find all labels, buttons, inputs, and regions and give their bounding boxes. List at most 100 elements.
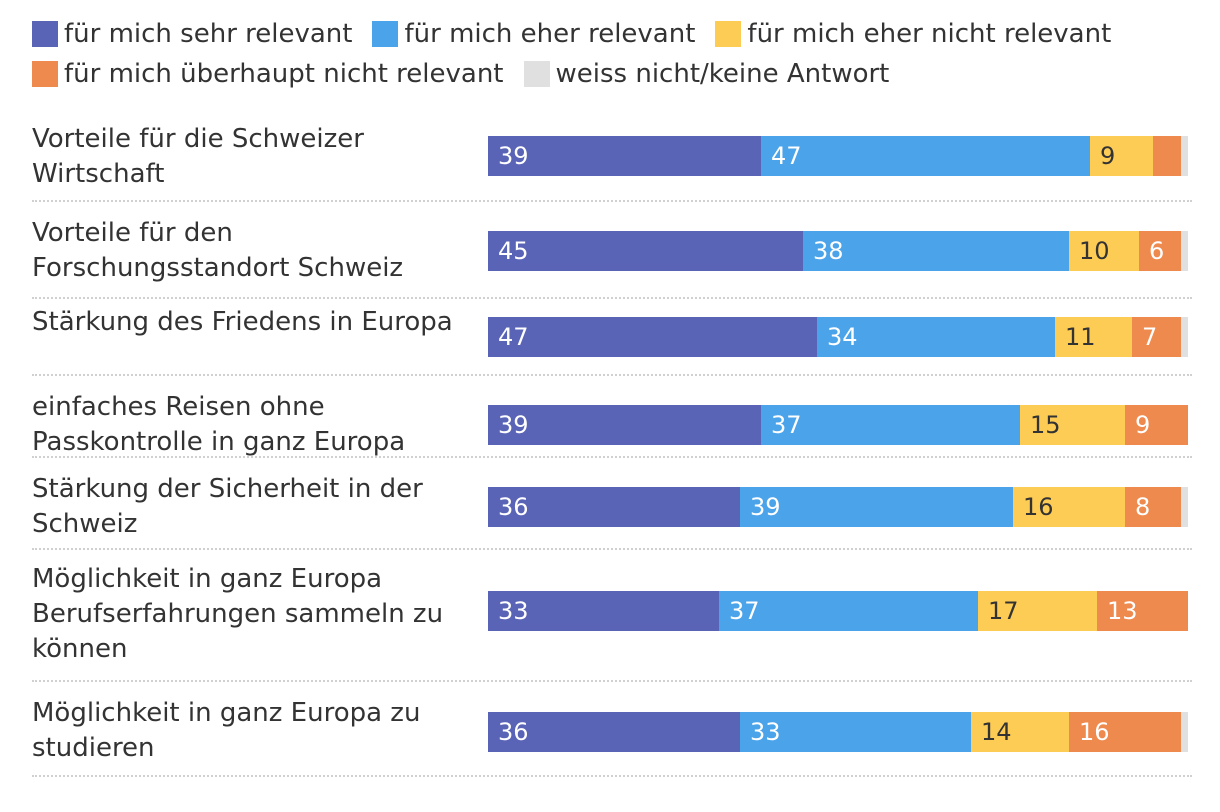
chart-row: Stärkung des Friedens in Europa 47 34 11 7: [32, 299, 1192, 376]
legend-item: für mich überhaupt nicht relevant: [32, 59, 504, 89]
stacked-bar: 39 47 9: [488, 136, 1188, 176]
data-label: 6: [1149, 237, 1165, 265]
data-label: 9: [1135, 411, 1151, 439]
legend-item: für mich eher relevant: [372, 19, 695, 49]
bar-segment: 33: [740, 712, 971, 752]
chart-row: Vorteile für den Forschungsstandort Schw…: [32, 202, 1192, 299]
bar-segment: 6: [1139, 231, 1181, 271]
data-label: 16: [1079, 718, 1110, 746]
legend-swatch: [32, 61, 58, 87]
data-label: 38: [813, 237, 844, 265]
bar-segment: [1181, 136, 1188, 176]
data-label: 39: [498, 411, 529, 439]
bar-segment: 17: [978, 591, 1097, 631]
category-label: einfaches Reisen ohne Passkontrolle in g…: [32, 392, 406, 457]
data-label: 39: [498, 142, 529, 170]
legend-row: für mich überhaupt nicht relevant weiss n…: [32, 54, 1202, 94]
data-label: 9: [1100, 142, 1116, 170]
chart-row: Vorteile für die Schweizer Wirtschaft 39 4…: [32, 106, 1192, 202]
data-label: 14: [981, 718, 1012, 746]
chart-row: Möglichkeit in ganz Europa Berufserfahru…: [32, 550, 1192, 682]
legend-item: für mich sehr relevant: [32, 19, 352, 49]
data-label: 34: [827, 323, 858, 351]
bar-segment: 9: [1125, 405, 1188, 445]
data-label: 45: [498, 237, 529, 265]
stacked-bar: 47 34 11 7: [488, 317, 1188, 357]
data-label: 10: [1079, 237, 1110, 265]
legend-swatch: [372, 21, 399, 47]
bar-segment: [1181, 317, 1188, 357]
legend-label: für mich eher nicht relevant: [747, 19, 1112, 49]
bar-segment: 14: [971, 712, 1069, 752]
bar-segment: 16: [1069, 712, 1181, 752]
chart-row: Möglichkeit in ganz Europa zu studieren 3…: [32, 682, 1192, 777]
data-label: 36: [498, 493, 529, 521]
bar-segment: 15: [1020, 405, 1125, 445]
stacked-bar: 45 38 10 6: [488, 231, 1188, 271]
bar-segment: [1181, 487, 1188, 527]
data-label: 33: [750, 718, 781, 746]
data-label: 8: [1135, 493, 1151, 521]
bar-segment: 47: [761, 136, 1090, 176]
legend-label: für mich überhaupt nicht relevant: [64, 59, 504, 89]
legend-item: weiss nicht/keine Antwort: [523, 59, 890, 89]
data-label: 36: [498, 718, 529, 746]
category-label: Vorteile für die Schweizer Wirtschaft: [32, 124, 364, 189]
legend-swatch: [32, 21, 58, 47]
category-label: Möglichkeit in ganz Europa Berufserfahru…: [32, 564, 444, 664]
bar-segment: 16: [1013, 487, 1125, 527]
bar-segment: 38: [803, 231, 1069, 271]
bar-segment: 45: [488, 231, 803, 271]
legend-row: für mich sehr relevant für mich eher rele…: [32, 14, 1202, 54]
bar-segment: 39: [488, 405, 761, 445]
bar-segment: [1181, 231, 1188, 271]
stacked-bar: 36 33 14 16: [488, 712, 1188, 752]
stacked-bar: 33 37 17 13: [488, 591, 1188, 631]
bar-segment: 10: [1069, 231, 1139, 271]
bar-segment: 47: [488, 317, 817, 357]
data-label: 33: [498, 597, 529, 625]
data-label: 47: [771, 142, 802, 170]
bar-segment: 36: [488, 487, 740, 527]
bar-segment: 39: [488, 136, 761, 176]
legend-swatch: [715, 21, 742, 47]
bar-segment: 39: [740, 487, 1013, 527]
data-label: 7: [1142, 323, 1158, 351]
data-label: 47: [498, 323, 529, 351]
category-label: Stärkung der Sicherheit in der Schweiz: [32, 474, 423, 539]
chart-row: einfaches Reisen ohne Passkontrolle in g…: [32, 376, 1192, 458]
bar-segment: [1153, 136, 1181, 176]
bar-segment: 36: [488, 712, 740, 752]
stacked-bar: 36 39 16 8: [488, 487, 1188, 527]
stacked-bar: 39 37 15 9: [488, 405, 1188, 445]
bar-segment: 37: [761, 405, 1020, 445]
data-label: 15: [1030, 411, 1061, 439]
legend-label: für mich sehr relevant: [64, 19, 353, 49]
chart-plot-area: Vorteile für die Schweizer Wirtschaft 39 4…: [32, 106, 1192, 777]
data-label: 17: [988, 597, 1019, 625]
chart-legend: für mich sehr relevant für mich eher rele…: [32, 14, 1202, 94]
category-label: Vorteile für den Forschungsstandort Schw…: [32, 218, 404, 283]
data-label: 11: [1065, 323, 1096, 351]
data-label: 13: [1107, 597, 1138, 625]
bar-segment: 11: [1055, 317, 1132, 357]
bar-segment: 8: [1125, 487, 1181, 527]
bar-segment: [1181, 712, 1188, 752]
bar-segment: 33: [488, 591, 719, 631]
data-label: 37: [729, 597, 760, 625]
bar-segment: 37: [719, 591, 978, 631]
category-label: Stärkung des Friedens in Europa: [32, 307, 453, 337]
bar-segment: 34: [817, 317, 1055, 357]
bar-segment: 13: [1097, 591, 1188, 631]
legend-swatch: [523, 61, 550, 87]
category-label: Möglichkeit in ganz Europa zu studieren: [32, 698, 421, 763]
legend-label: für mich eher relevant: [404, 19, 696, 49]
legend-label: weiss nicht/keine Antwort: [555, 59, 890, 89]
bar-segment: 9: [1090, 136, 1153, 176]
data-label: 37: [771, 411, 802, 439]
data-label: 16: [1023, 493, 1054, 521]
legend-item: für mich eher nicht relevant: [715, 19, 1111, 49]
data-label: 39: [750, 493, 781, 521]
chart-row: Stärkung der Sicherheit in der Schweiz 36…: [32, 458, 1192, 550]
bar-segment: 7: [1132, 317, 1181, 357]
